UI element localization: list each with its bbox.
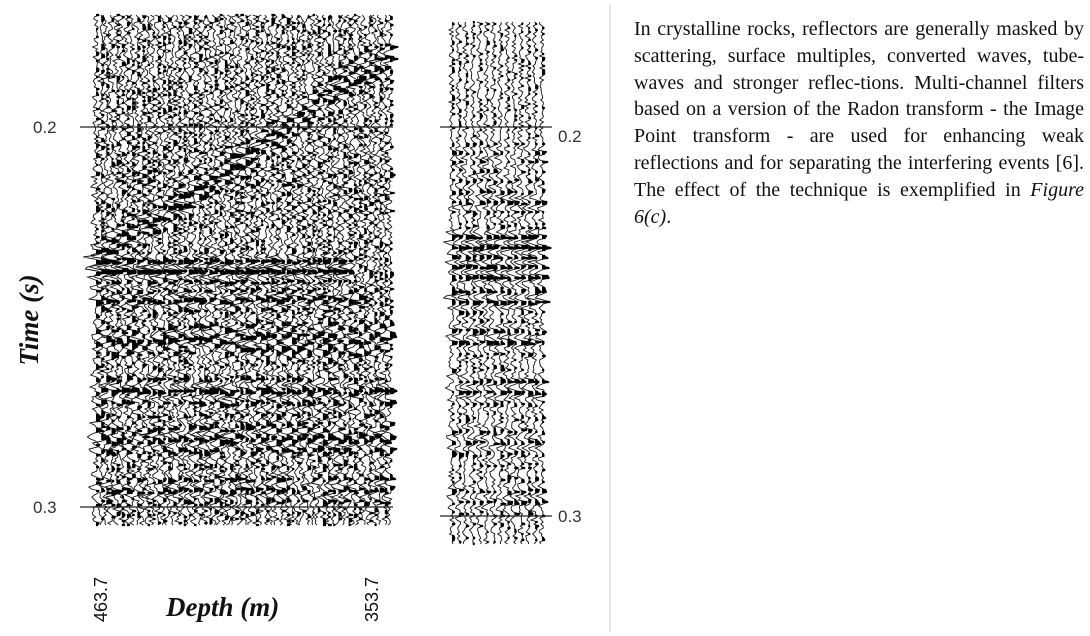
right-tick-0-3: 0.3	[558, 507, 582, 526]
y-tick-0-2: 0.2	[33, 118, 57, 137]
raw-trace-fill-58	[390, 15, 398, 491]
filtered-trace-4	[463, 21, 484, 545]
paragraph-text: In crystalline rocks, reflectors are gen…	[634, 18, 1084, 201]
paragraph-tail: .	[666, 205, 672, 228]
y-tick-0-3: 0.3	[33, 498, 57, 517]
raw-trace-fill-53	[364, 25, 372, 507]
raw-trace-fill-35	[271, 13, 281, 503]
raw-seismic-section	[83, 13, 400, 527]
raw-trace-fill-44	[317, 19, 329, 513]
filtered-trace-fill-2	[458, 24, 469, 544]
raw-trace-fill-17	[178, 21, 186, 525]
filtered-trace-fill-11	[521, 22, 530, 542]
filtered-trace-fill-3	[465, 32, 474, 540]
filtered-seismic-section	[442, 20, 553, 546]
depth-label-left: 463.7	[91, 577, 111, 622]
raw-trace-fill-10	[142, 15, 152, 495]
filtered-trace-12	[518, 21, 539, 545]
filtered-trace-fill-10	[514, 34, 523, 540]
filtered-trace-fill-1	[452, 22, 460, 542]
filtered-trace-fill-7	[493, 22, 502, 544]
filtered-trace-fill-12	[528, 26, 538, 536]
x-axis-title: Depth (m)	[165, 592, 279, 622]
filtered-trace-fill-8	[500, 32, 508, 528]
raw-trace-fill-25	[219, 13, 230, 517]
raw-trace-52	[350, 14, 369, 526]
depth-label-right: 353.7	[362, 577, 382, 622]
filtered-trace-fill-9	[507, 26, 517, 540]
filtered-trace-fill-14	[542, 26, 552, 542]
raw-trace-fill-4	[111, 17, 120, 519]
figure-reference: Figure 6(c)	[634, 178, 1084, 228]
right-tick-0-2: 0.2	[558, 127, 582, 146]
filtered-trace-fill-4	[472, 20, 482, 546]
raw-trace-fill-57	[384, 19, 395, 519]
raw-trace-fill-18	[183, 21, 193, 527]
filtered-trace-fill-5	[479, 22, 488, 528]
y-axis-title: Time (s)	[14, 274, 44, 365]
raw-trace-fill-55	[374, 29, 383, 527]
body-paragraph: In crystalline rocks, reflectors are gen…	[634, 16, 1084, 230]
filtered-trace-fill-6	[486, 22, 497, 544]
raw-trace-55	[365, 14, 383, 526]
filtered-trace-fill-13	[535, 22, 544, 542]
raw-trace-fill-27	[230, 21, 240, 521]
raw-trace-4	[100, 14, 122, 526]
raw-trace-fill-34	[266, 19, 277, 523]
raw-trace-1	[83, 14, 111, 526]
